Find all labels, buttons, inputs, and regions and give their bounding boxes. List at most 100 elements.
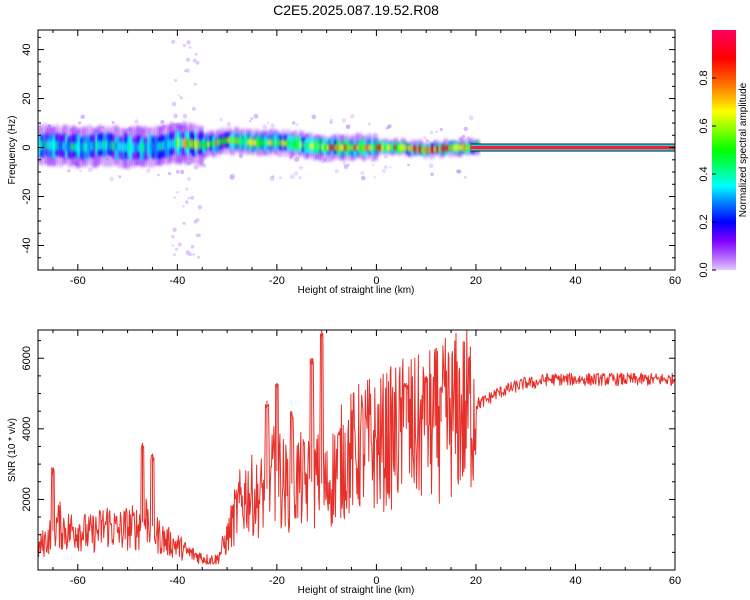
colorbar-tick-label: 0.6 (698, 118, 710, 133)
spectrogram-content (38, 39, 675, 259)
spectrogram-burst-speckle (171, 244, 174, 247)
spectrogram-speckle (360, 175, 366, 181)
spectrogram-speckle (465, 137, 470, 141)
spectrogram-core (326, 144, 330, 151)
spectrogram-core (62, 141, 66, 151)
spectrogram-core (50, 140, 54, 150)
spectrogram-core (331, 144, 335, 151)
spectrogram-core (406, 145, 410, 151)
spectrogram-speckle (435, 130, 438, 133)
spectrogram-core (177, 138, 181, 147)
x-tick-label: 20 (470, 575, 482, 587)
spectrogram-core (227, 137, 231, 144)
y-tick-label: 20 (21, 92, 33, 104)
spectrogram-core (451, 144, 455, 151)
spectrogram-core (396, 144, 400, 151)
spectrogram-core (249, 139, 253, 146)
spectrogram-speckle (311, 114, 317, 120)
colorbar-gradient (712, 30, 736, 270)
spectrogram-core (162, 141, 166, 150)
spectrogram-speckle (461, 134, 466, 139)
chart-title: C2E5.2025.087.19.52.R08 (273, 2, 439, 18)
y-tick-label: 6000 (21, 346, 33, 370)
spectrogram-core (311, 143, 315, 149)
x-tick-label: -60 (70, 275, 86, 287)
spectrogram-core (232, 137, 236, 144)
spectrogram-core (169, 139, 173, 149)
spectrogram-core (388, 144, 392, 151)
spectrogram-core (274, 139, 278, 146)
spectrogram-core (264, 139, 268, 146)
spectrogram-speckle (134, 119, 139, 124)
spectrogram-speckle (292, 121, 296, 125)
spectrogram-core (132, 143, 136, 152)
spectrogram-core (391, 144, 395, 151)
spectrogram-speckle (341, 118, 347, 123)
spectrogram-core (182, 138, 186, 148)
spectrogram-core (70, 142, 74, 152)
spectrogram-core (157, 142, 161, 151)
spectrogram-core (77, 143, 81, 152)
spectrogram-core (344, 144, 348, 151)
spectrogram-core (87, 142, 91, 151)
spectrogram-core (321, 144, 325, 150)
spectrogram-speckle (463, 175, 467, 179)
spectrogram-core (122, 142, 126, 152)
spectrogram-core (95, 141, 99, 151)
spectrogram-speckle (360, 171, 365, 176)
spectrogram-core (319, 143, 323, 150)
spectrogram-core (204, 141, 208, 148)
spectrogram-core (336, 144, 340, 151)
spectrogram-core (82, 142, 86, 152)
spectrogram-core (214, 139, 218, 146)
spectrogram-core (38, 140, 41, 150)
spectrogram-core (72, 142, 76, 152)
spectrogram-core (117, 142, 121, 151)
spectrogram-burst-speckle (185, 68, 190, 73)
x-tick-label: 0 (373, 575, 379, 587)
spectrogram-xlabel: Height of straight line (km) (298, 285, 415, 296)
spectrogram-core (75, 142, 79, 152)
spectrogram-speckle (270, 123, 275, 128)
spectrogram-burst-speckle (171, 39, 176, 44)
spectrogram-burst-speckle (194, 52, 198, 56)
spectrogram-speckle (299, 165, 303, 170)
spectrogram-core (189, 139, 193, 149)
spectrogram-burst-speckle (193, 164, 199, 170)
spectrogram-speckle (322, 161, 325, 164)
spectrogram-core (239, 138, 243, 145)
y-tick-label: -40 (21, 238, 33, 254)
y-tick-label: 2000 (21, 487, 33, 511)
spectrogram-core (142, 143, 146, 152)
spectrogram-core (219, 138, 223, 145)
spectrogram-burst-speckle (188, 252, 192, 257)
spectrogram-core (296, 141, 300, 148)
spectrogram-burst-speckle (188, 46, 192, 49)
spectrogram-core (446, 145, 450, 151)
spectrogram-core (125, 142, 129, 152)
spectrogram-burst-speckle (197, 205, 203, 210)
spectrogram-speckle (367, 122, 372, 126)
spectrogram-speckle (289, 174, 295, 180)
spectrogram-core (381, 144, 385, 151)
snr-xlabel: Height of straight line (km) (298, 585, 415, 596)
spectrogram-core (438, 145, 442, 152)
spectrogram-speckle (78, 121, 82, 125)
spectrogram-speckle (334, 169, 339, 174)
colorbar-tick-label: 0.2 (698, 214, 710, 229)
spectrogram-burst-speckle (186, 40, 191, 45)
spectrogram-burst-speckle (173, 253, 176, 256)
colorbar-label: Normalized spectral amplitude (738, 82, 749, 217)
spectrogram-burst-speckle (192, 59, 197, 63)
spectrogram-speckle (463, 126, 468, 132)
spectrogram-burst-speckle (176, 191, 179, 194)
spectrogram-core (65, 142, 69, 151)
spectrogram-core (85, 142, 89, 152)
spectrogram-core (152, 143, 156, 152)
spectrogram-panel: -60 -40 -20 0 20 40 60 -40 -20 0 20 40 Height of st… (7, 29, 681, 296)
spectrogram-speckle (111, 120, 115, 124)
spectrogram-core (463, 144, 467, 151)
x-tick-label: -40 (169, 275, 185, 287)
spectrogram-core (364, 144, 367, 151)
x-tick-label: 20 (470, 275, 482, 287)
